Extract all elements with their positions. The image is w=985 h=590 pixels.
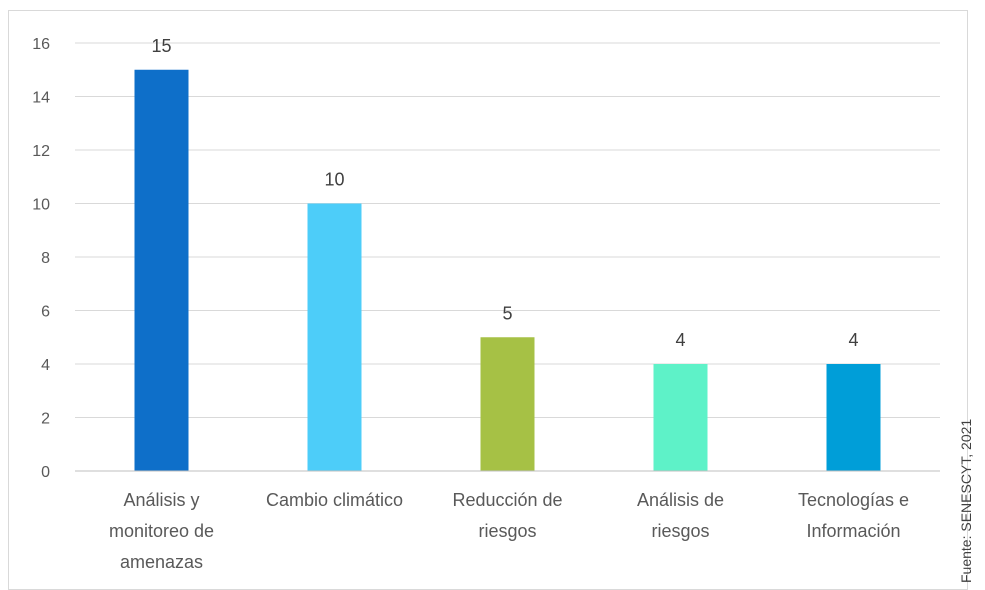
data-label: 4	[848, 330, 858, 350]
x-tick-label: Análisis de riesgos	[637, 490, 724, 541]
y-tick-label: 12	[32, 143, 50, 160]
bar	[134, 69, 189, 471]
y-tick-label: 6	[41, 304, 50, 321]
data-label: 5	[502, 303, 512, 323]
bar	[826, 364, 881, 471]
y-tick-label: 8	[41, 250, 50, 267]
bar	[307, 203, 362, 471]
x-tick-label: Análisis y monitoreo de amenazas	[109, 490, 214, 572]
x-tick-label: Tecnologías e Información	[798, 490, 909, 541]
x-tick-label: Cambio climático	[266, 490, 403, 510]
y-tick-label: 10	[32, 197, 50, 214]
x-tick-label: Reducción de riesgos	[452, 490, 562, 541]
source-note: Fuente: SENESCYT, 2021	[958, 418, 974, 583]
y-tick-label: 0	[41, 464, 50, 481]
bar	[480, 337, 535, 471]
bar	[653, 364, 708, 471]
data-label: 15	[151, 36, 171, 56]
data-label: 10	[324, 170, 344, 190]
y-tick-label: 14	[32, 90, 50, 107]
y-tick-label: 2	[41, 411, 50, 428]
y-tick-label: 4	[41, 357, 50, 374]
y-tick-label: 16	[32, 36, 50, 53]
data-label: 4	[675, 330, 685, 350]
